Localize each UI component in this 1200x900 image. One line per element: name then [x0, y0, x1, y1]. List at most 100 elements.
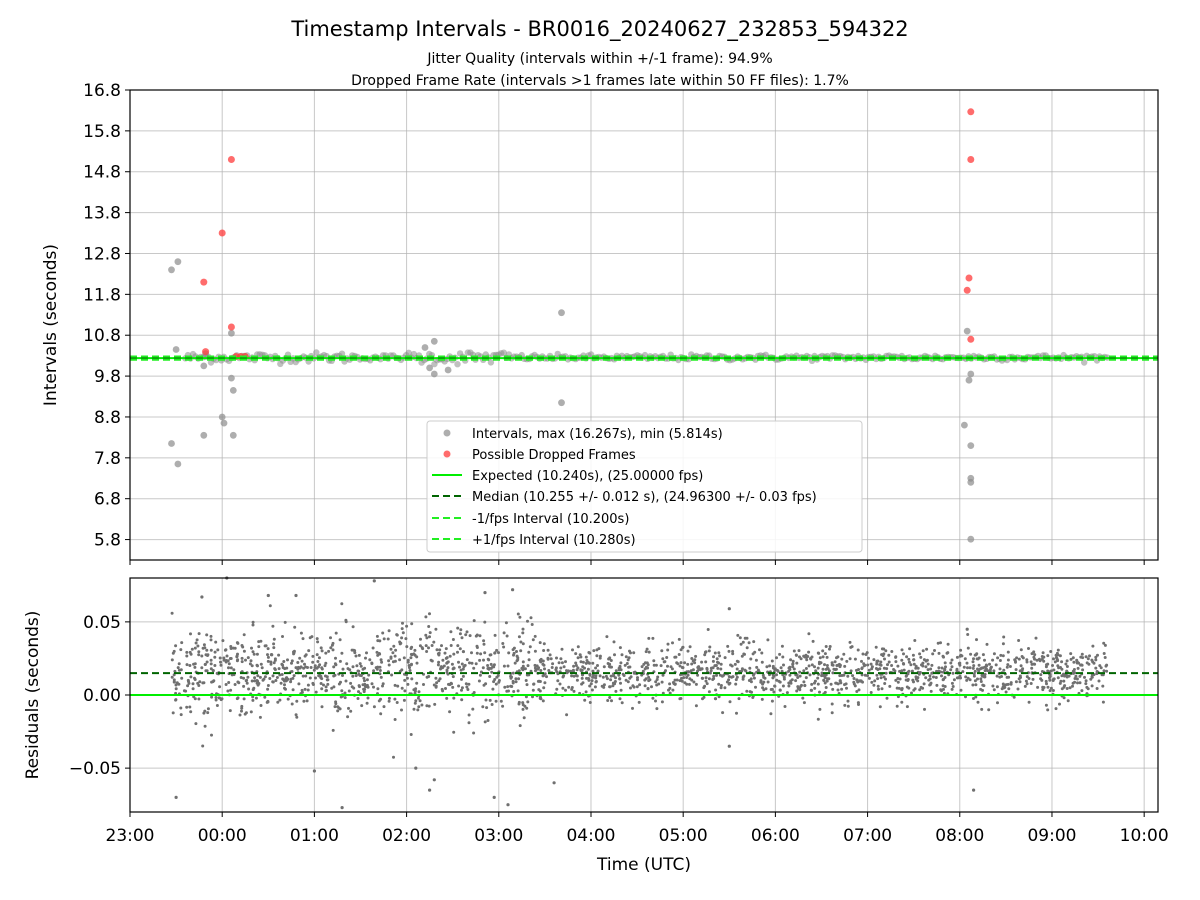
residual-point — [594, 680, 598, 684]
residual-point — [677, 653, 681, 656]
residual-point — [1002, 668, 1006, 672]
residual-point — [879, 663, 882, 667]
residual-point — [311, 654, 315, 658]
residual-point — [254, 696, 258, 700]
residual-point — [472, 731, 476, 735]
residual-point — [679, 697, 683, 700]
residual-point — [362, 687, 366, 691]
residual-point — [892, 668, 896, 671]
residual-point — [683, 661, 687, 665]
interval-point — [174, 258, 182, 266]
residual-point — [650, 685, 653, 689]
residual-point — [840, 687, 844, 691]
residual-point — [804, 676, 808, 680]
residual-point — [823, 652, 827, 656]
residual-point — [283, 667, 287, 671]
residual-point — [726, 644, 730, 648]
residual-point — [900, 700, 904, 704]
residual-point — [325, 689, 328, 692]
residual-point — [843, 664, 847, 668]
residual-point — [283, 679, 286, 683]
residual-point — [246, 675, 250, 679]
residual-point — [771, 676, 775, 680]
residual-point — [1095, 672, 1099, 676]
residual-point — [657, 682, 661, 686]
residual-point — [1055, 656, 1059, 660]
residual-point — [1065, 665, 1069, 668]
residual-point — [959, 676, 962, 680]
residual-point — [527, 673, 531, 677]
residual-point — [273, 667, 277, 671]
residual-point — [811, 639, 815, 643]
residual-point — [904, 674, 908, 678]
residual-point — [675, 661, 679, 665]
residual-point — [1103, 643, 1107, 647]
residual-point — [1006, 663, 1010, 667]
residual-point — [304, 674, 308, 678]
residual-point — [415, 655, 419, 659]
residual-point — [381, 684, 384, 688]
residual-point — [502, 631, 506, 635]
dropped-frame-point — [202, 348, 210, 356]
residual-point — [713, 664, 717, 668]
residual-point — [552, 781, 556, 785]
residual-point — [363, 685, 367, 689]
residual-point — [719, 686, 723, 690]
residual-point — [737, 697, 741, 701]
residual-point — [479, 652, 483, 656]
residual-point — [648, 678, 652, 682]
residual-point — [471, 707, 475, 711]
x-tick-label: 08:00 — [935, 826, 984, 846]
residual-point — [509, 676, 513, 680]
residual-point — [643, 684, 647, 688]
intervals-reference-lines — [130, 355, 1158, 361]
residual-point — [580, 682, 584, 686]
residual-point — [821, 667, 825, 671]
residual-point — [813, 665, 816, 669]
residual-point — [452, 666, 456, 670]
residual-point — [795, 689, 799, 693]
residual-point — [484, 698, 488, 702]
residual-point — [1016, 687, 1020, 691]
dropped-frame-point — [218, 229, 226, 237]
residual-point — [378, 665, 382, 669]
residual-point — [236, 641, 240, 645]
residual-point — [886, 663, 889, 667]
residual-point — [401, 621, 404, 625]
residual-point — [187, 681, 191, 685]
residual-point — [356, 697, 360, 700]
residual-point — [319, 674, 323, 678]
residual-point — [311, 681, 315, 685]
intervals-x-ticks — [129, 560, 1145, 565]
residual-point — [623, 663, 627, 667]
residual-point — [962, 665, 966, 669]
residual-point — [1104, 664, 1108, 668]
residual-point — [347, 706, 350, 710]
interval-point — [430, 370, 438, 378]
residual-point — [979, 680, 983, 683]
residual-point — [688, 677, 692, 681]
residual-point — [785, 691, 789, 695]
residual-point — [717, 695, 721, 699]
residual-point — [1060, 674, 1064, 678]
residual-point — [999, 653, 1003, 657]
residual-point — [1029, 682, 1033, 685]
residual-point — [905, 705, 909, 709]
residual-point — [465, 685, 469, 689]
residual-point — [468, 634, 472, 638]
residual-point — [332, 685, 336, 689]
residual-point — [242, 633, 246, 637]
residual-point — [838, 679, 842, 683]
residual-point — [787, 681, 791, 685]
residual-point — [461, 674, 465, 678]
intervals-y-tick-label: 7.8 — [94, 449, 121, 469]
residual-point — [918, 688, 922, 692]
residual-point — [654, 680, 658, 684]
residual-point — [437, 660, 441, 664]
residual-point — [316, 660, 320, 663]
residual-point — [1094, 658, 1098, 662]
residual-point — [576, 666, 580, 670]
residual-point — [470, 651, 473, 655]
residual-point — [253, 676, 257, 680]
residual-point — [981, 653, 985, 657]
